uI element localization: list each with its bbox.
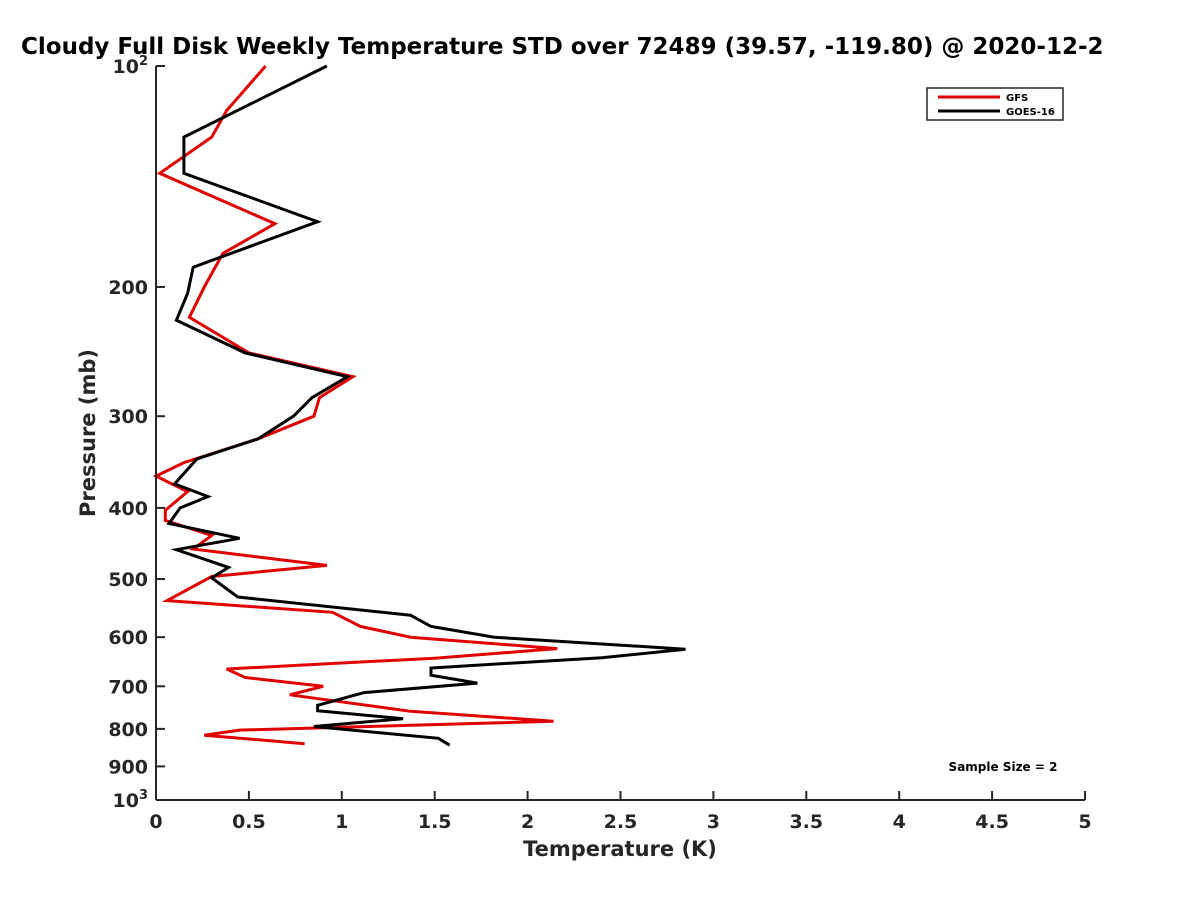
legend-entry-label: GOES-16 xyxy=(1006,107,1055,118)
x-tick-label: 4.5 xyxy=(975,811,1009,833)
series-line-goes-16 xyxy=(166,64,686,747)
y-tick-label: 200 xyxy=(108,277,148,299)
y-axis-label: Pressure (mb) xyxy=(76,349,100,517)
x-tick-label: 3.5 xyxy=(789,811,823,833)
y-tick-label: 600 xyxy=(108,627,148,649)
x-tick-label: 0.5 xyxy=(232,811,266,833)
legend-box xyxy=(926,87,1064,121)
series-line-gfs xyxy=(152,65,558,746)
y-tick-label: 900 xyxy=(108,756,148,778)
chart-title: Cloudy Full Disk Weekly Temperature STD … xyxy=(21,34,1104,60)
plot-area xyxy=(152,64,686,747)
x-axis-label: Temperature (K) xyxy=(523,837,717,861)
y-tick-label: 103 xyxy=(113,788,149,812)
x-tick-label: 5 xyxy=(1078,811,1091,833)
y-tick-label: 400 xyxy=(108,498,148,520)
x-tick-label: 3 xyxy=(707,811,720,833)
legend: GFS GOES-16 xyxy=(926,87,1064,121)
y-tick-label: 300 xyxy=(108,406,148,428)
x-tick-label: 4 xyxy=(893,811,906,833)
x-tick-label: 1 xyxy=(335,811,348,833)
legend-entry-label: GFS xyxy=(1006,93,1028,104)
x-tick-label: 2 xyxy=(521,811,534,833)
y-tick-label: 800 xyxy=(108,719,148,741)
axes: 0 0.5 1 1.5 2 2.5 3 3.5 4 4.5 5 102 200 300 400 500 600 7… xyxy=(108,54,1091,833)
y-tick-label: 500 xyxy=(108,569,148,591)
sample-size-annotation: Sample Size = 2 xyxy=(949,760,1058,774)
y-tick-label: 102 xyxy=(113,54,149,78)
x-tick-label: 0 xyxy=(149,811,162,833)
x-tick-label: 2.5 xyxy=(604,811,638,833)
y-tick-label: 700 xyxy=(108,676,148,698)
x-tick-label: 1.5 xyxy=(418,811,452,833)
